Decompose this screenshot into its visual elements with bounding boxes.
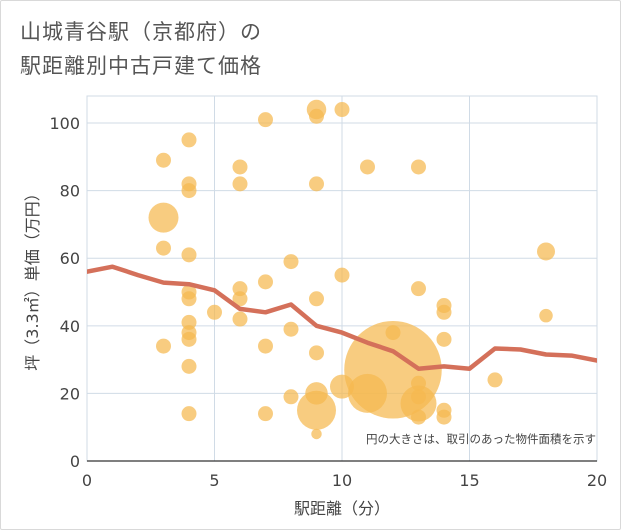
data-point	[436, 304, 452, 320]
y-axis-label: 坪（3.3㎡）単価（万円）	[23, 185, 42, 370]
data-point	[283, 321, 299, 337]
data-point	[309, 176, 324, 192]
data-points	[148, 99, 555, 440]
y-tick-label: 0	[70, 452, 80, 471]
chart-title: 山城青谷駅（京都府）の 駅距離別中古戸建て価格	[20, 15, 262, 83]
data-point	[258, 406, 273, 422]
x-tick-label: 15	[459, 471, 479, 490]
x-axis-label: 駅距離（分）	[294, 499, 390, 518]
data-point	[232, 291, 248, 307]
tick-labels: 0 5 10 15 20 0 20 40 60 80 100	[49, 114, 607, 490]
data-point	[311, 428, 322, 440]
data-point	[156, 152, 171, 168]
data-point	[232, 311, 248, 327]
data-point	[309, 345, 324, 361]
data-point	[360, 159, 375, 175]
x-tick-label: 0	[82, 471, 92, 490]
x-tick-label: 20	[587, 471, 607, 490]
data-point	[232, 159, 248, 175]
x-tick-label: 5	[209, 471, 219, 490]
data-point	[181, 291, 197, 307]
x-tick-label: 10	[332, 471, 352, 490]
data-point	[283, 254, 299, 270]
data-point	[334, 102, 350, 118]
y-tick-label: 40	[60, 317, 80, 336]
data-point	[334, 267, 350, 283]
data-point	[181, 406, 197, 422]
data-point	[309, 291, 324, 307]
data-point	[309, 108, 324, 124]
data-point	[181, 358, 197, 374]
data-point	[181, 132, 197, 148]
data-point	[181, 331, 197, 347]
y-tick-label: 60	[60, 249, 80, 268]
data-point	[436, 409, 452, 425]
data-point	[207, 304, 222, 320]
y-tick-label: 100	[49, 114, 80, 133]
y-tick-label: 20	[60, 384, 80, 403]
average-line-layer	[87, 264, 597, 371]
data-point	[232, 176, 248, 192]
data-point	[297, 390, 336, 430]
data-point	[148, 202, 179, 233]
data-point	[487, 372, 503, 388]
data-point	[537, 242, 555, 261]
data-point	[411, 281, 426, 297]
chart-title-line-2: 駅距離別中古戸建て価格	[20, 54, 262, 78]
data-point	[156, 338, 171, 354]
data-point	[539, 308, 553, 323]
data-point	[411, 409, 426, 425]
data-point	[411, 159, 426, 175]
chart-title-line-1: 山城青谷駅（京都府）の	[20, 20, 262, 44]
data-point	[181, 183, 197, 199]
data-point	[436, 331, 452, 347]
data-point	[400, 385, 437, 422]
data-point	[258, 338, 273, 354]
data-point	[181, 247, 197, 263]
average-price-line	[87, 264, 597, 371]
data-point	[258, 112, 273, 128]
data-point	[283, 389, 299, 405]
data-point	[258, 274, 273, 290]
grid-lines	[86, 95, 598, 462]
data-point	[156, 240, 171, 256]
y-tick-label: 80	[60, 182, 80, 201]
bubble-size-note: 円の大きさは、取引のあった物件面積を示す	[366, 432, 596, 446]
